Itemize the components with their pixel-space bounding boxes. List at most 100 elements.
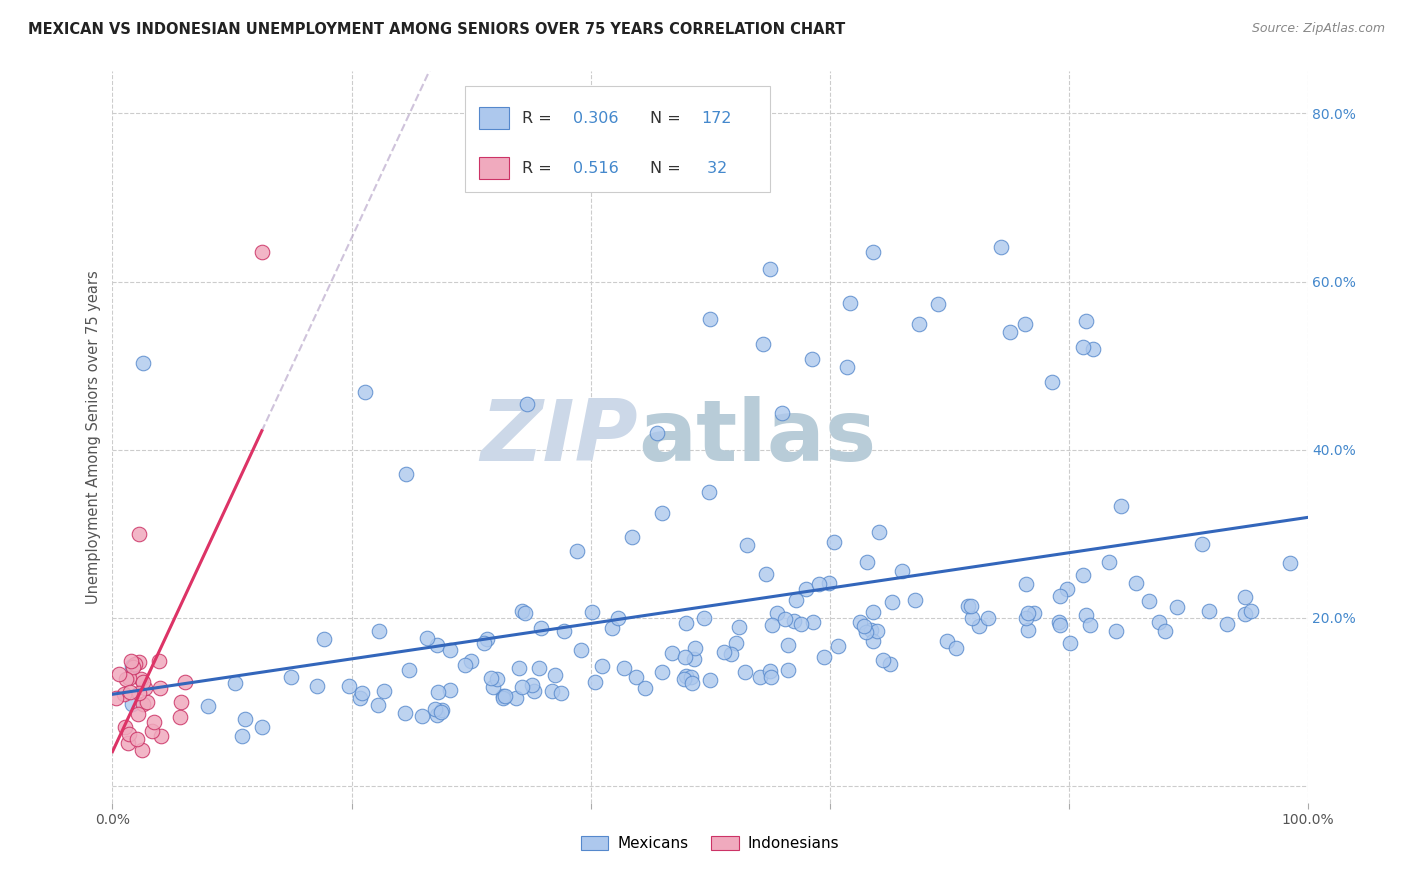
Point (120, 654, 142, 668)
Text: R =: R = (523, 112, 557, 127)
Point (129, 673, 152, 687)
Point (651, 665, 673, 680)
Point (1014, 317, 1036, 331)
Point (800, 352, 823, 367)
Point (683, 652, 706, 666)
Point (337, 679, 360, 693)
Point (1022, 606, 1045, 620)
Point (169, 710, 191, 724)
Point (1125, 575, 1147, 590)
Point (1191, 537, 1213, 551)
Point (727, 620, 749, 634)
Point (439, 683, 461, 698)
Point (118, 727, 141, 741)
Point (1149, 615, 1171, 629)
Point (148, 654, 170, 668)
Point (132, 675, 155, 690)
Point (748, 670, 770, 684)
Point (135, 695, 157, 709)
Point (872, 653, 894, 667)
Point (114, 721, 136, 735)
Point (879, 657, 901, 671)
Point (430, 703, 453, 717)
Point (132, 697, 155, 711)
Point (936, 634, 959, 648)
Point (600, 621, 623, 635)
Point (591, 659, 613, 673)
Point (423, 701, 446, 715)
Point (515, 606, 537, 620)
Point (505, 690, 527, 705)
Point (544, 668, 567, 682)
Point (713, 645, 735, 659)
Point (807, 577, 830, 591)
Point (1049, 590, 1071, 604)
Text: Source: ZipAtlas.com: Source: ZipAtlas.com (1251, 22, 1385, 36)
Point (998, 325, 1021, 339)
Bar (479, 107, 509, 129)
Point (681, 676, 703, 690)
Point (398, 663, 420, 677)
Text: 172: 172 (702, 112, 733, 127)
Point (1042, 376, 1064, 390)
Point (908, 317, 931, 331)
Point (607, 611, 630, 625)
Point (651, 506, 673, 520)
Point (960, 599, 983, 614)
Point (633, 681, 655, 695)
Point (1240, 604, 1263, 618)
Point (789, 616, 811, 631)
Point (141, 723, 163, 738)
Point (516, 396, 538, 410)
Point (1233, 590, 1256, 604)
Point (882, 595, 904, 609)
Point (107, 667, 129, 681)
Text: 32: 32 (702, 161, 727, 176)
Point (927, 297, 949, 311)
Point (373, 684, 395, 698)
Point (492, 689, 515, 703)
Point (813, 649, 835, 664)
Point (693, 610, 716, 624)
Point (967, 619, 990, 633)
Point (492, 690, 515, 705)
Point (411, 709, 433, 723)
Point (848, 615, 870, 629)
Point (394, 467, 416, 482)
Y-axis label: Unemployment Among Seniors over 75 years: Unemployment Among Seniors over 75 years (86, 270, 101, 604)
Point (1014, 611, 1036, 625)
Point (770, 406, 793, 420)
Point (778, 663, 800, 677)
Point (149, 730, 172, 744)
Point (776, 638, 799, 652)
Point (856, 555, 879, 569)
Text: 0.306: 0.306 (572, 112, 619, 127)
Text: N =: N = (650, 112, 686, 127)
Point (569, 642, 592, 657)
Point (581, 606, 603, 620)
Point (837, 359, 859, 374)
Point (510, 680, 533, 694)
Point (231, 729, 253, 743)
Point (661, 647, 683, 661)
Point (1166, 599, 1188, 614)
Point (1059, 636, 1081, 650)
Point (1017, 606, 1039, 620)
Point (118, 684, 141, 698)
Point (439, 642, 461, 657)
Point (485, 672, 508, 686)
Text: MEXICAN VS INDONESIAN UNEMPLOYMENT AMONG SENIORS OVER 75 YEARS CORRELATION CHART: MEXICAN VS INDONESIAN UNEMPLOYMENT AMONG… (28, 22, 845, 37)
Point (142, 715, 165, 730)
Point (866, 624, 889, 638)
Point (1105, 624, 1128, 639)
Point (454, 657, 477, 672)
Point (1098, 555, 1121, 569)
Point (1056, 582, 1078, 596)
Point (904, 593, 927, 607)
Bar (479, 157, 509, 178)
Point (118, 671, 141, 685)
Point (508, 661, 530, 675)
Text: N =: N = (650, 161, 686, 176)
Point (426, 685, 449, 699)
Point (752, 337, 775, 351)
